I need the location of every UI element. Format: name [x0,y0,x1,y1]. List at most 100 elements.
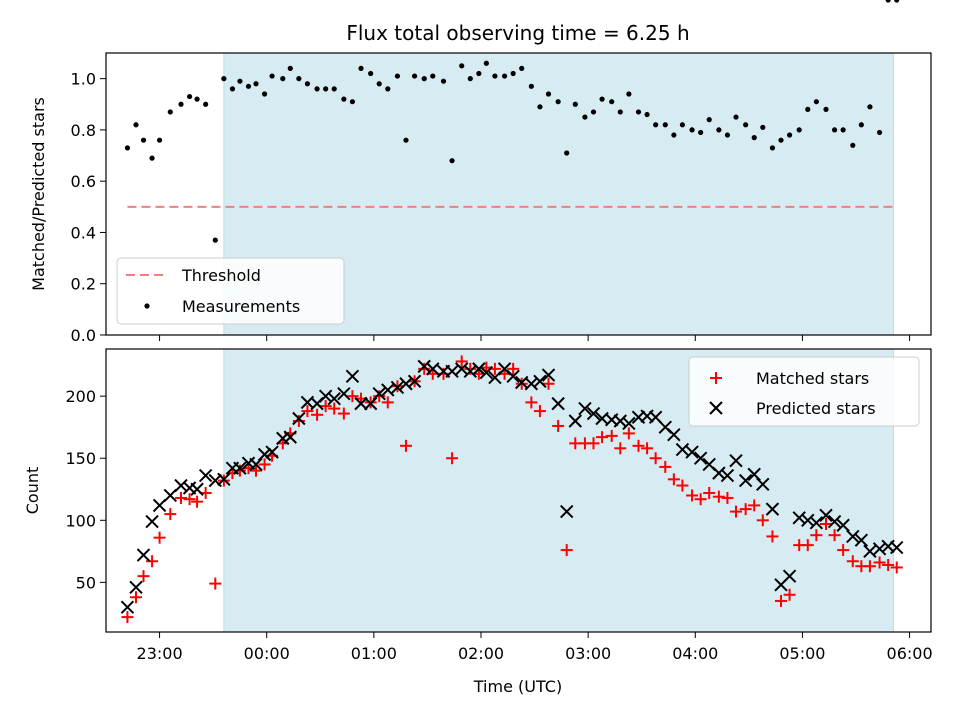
predicted-star-point [463,364,477,379]
measurement-point [221,76,227,82]
measurement-point [786,132,793,138]
matched-star-point [552,419,565,432]
predicted-star-point [872,542,887,556]
matched-star-point [766,530,779,543]
predicted-star-point [129,580,143,595]
predicted-star-point [120,600,135,614]
predicted-star-point [846,529,860,544]
matched-star-point [507,362,520,375]
measurement-point [194,96,200,102]
measurement-point [662,122,668,128]
matched-star-point [890,561,903,574]
predicted-star-point [541,368,556,382]
matched-star-point [164,508,177,521]
matched-star-point [328,402,341,415]
measurement-point [716,127,722,133]
predicted-star-point [506,369,520,384]
legend-measurements-label: Measurements [182,297,300,316]
predicted-star-point [809,516,824,530]
matched-star-point [686,489,699,502]
matched-star-point [587,437,600,450]
measurement-point [894,0,900,3]
predicted-star-point [152,498,167,513]
predicted-star-point [327,391,341,406]
predicted-star-point [685,445,699,459]
measurement-point [492,73,498,79]
matched-star-point [209,577,222,590]
predicted-star-point [399,377,413,391]
measurement-point [203,101,209,107]
y-tick-label: 0.6 [71,172,96,191]
measurement-point [430,73,436,79]
predicted-star-point [417,359,431,374]
measurement-point [778,137,784,143]
matched-star-point [882,558,895,571]
measurement-point [229,86,236,92]
measurement-point [572,101,578,107]
matched-star-point [191,495,204,508]
matched-star-point [748,499,761,512]
legend-threshold-label: Threshold [181,266,261,285]
chart-title: Flux total observing time = 6.25 h [346,21,689,45]
matched-star-point [605,429,618,442]
matched-star-point [311,408,324,421]
predicted-star-point [524,377,539,391]
measurement-point [314,86,320,92]
measurement-point [724,132,731,138]
ratio-legend: Threshold Measurements [116,257,345,325]
predicted-star-point [863,544,877,559]
predicted-star-point [756,477,770,492]
matched-star-point [873,556,886,569]
measurement-point [186,93,193,100]
measurement-point [501,73,508,79]
legend-measurements-swatch [144,303,150,309]
ratio-y-axis-label: Matched/Predicted stars [29,97,48,291]
matched-star-point [258,458,271,471]
matched-star-point [146,555,159,568]
measurement-points [124,0,900,243]
measurement-point [850,142,856,148]
matched-star-point [820,518,832,531]
measurement-point [831,127,838,133]
measurement-point [840,127,846,133]
ratio-panel: 0.0 0.2 0.4 0.6 0.8 1.0 Matched/Predicted sta… [29,0,932,345]
matched-star-point [614,442,627,455]
predicted-star-point [533,374,547,388]
y-tick-label: 0.0 [71,326,96,345]
measurement-point [867,104,873,110]
measurement-point [212,237,218,243]
matched-star-point [560,544,573,557]
predicted-star-point [190,482,204,496]
matched-star-point [437,367,450,380]
ratio-panel-frame [105,52,932,336]
measurement-point [644,111,650,118]
predicted-star-point [568,414,582,428]
matched-star-point [175,491,187,504]
count-panel-frame [105,348,932,633]
predicted-star-point [407,374,422,388]
predicted-star-point [622,416,636,431]
measurement-point [421,76,427,82]
predicted-star-point [354,396,368,411]
matched-star-point [739,503,752,516]
legend-predicted-swatch [709,401,723,415]
matched-star-point [783,588,796,601]
measurement-point [885,0,891,3]
measurement-point [304,81,311,87]
predicted-star-point [136,548,151,562]
measurement-point [133,122,139,128]
measurement-point [411,73,418,79]
count-legend: Matched stars Predicted stars [688,356,920,427]
matched-star-point [373,390,386,403]
matched-star-point [137,570,150,583]
y-tick-label: 0.8 [71,121,96,140]
predicted-star-point [283,430,297,444]
predicted-star-point [854,533,869,547]
measurement-point [805,106,811,112]
predicted-star-point [479,365,494,380]
measurement-point [609,99,615,105]
measurement-point [858,122,864,128]
predicted-star-point [381,383,395,397]
measurement-point [519,65,525,71]
